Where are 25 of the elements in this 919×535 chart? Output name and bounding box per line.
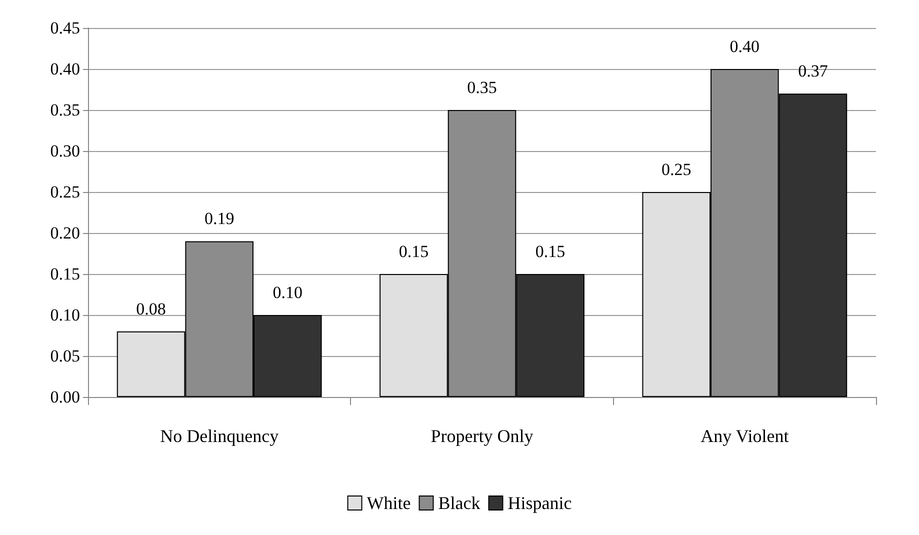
- y-tick-label: 0.20: [50, 224, 80, 242]
- x-tick-label: No Delinquency: [160, 426, 279, 446]
- x-tick-label: Property Only: [430, 426, 534, 446]
- data-label: 0.15: [398, 242, 429, 261]
- y-tick-label: 0.40: [50, 60, 80, 78]
- data-label: 0.15: [535, 242, 566, 261]
- y-tick-label: 0.15: [50, 264, 80, 284]
- legend-label: Hispanic: [508, 493, 572, 513]
- y-tick-label: 0.10: [50, 306, 80, 324]
- y-tick-label: 0.35: [50, 100, 80, 120]
- data-label: 0.40: [730, 37, 760, 56]
- y-tick-label: 0.45: [50, 18, 80, 38]
- y-tick-label: 0.25: [50, 182, 80, 202]
- data-label: 0.37: [798, 62, 828, 81]
- x-tick-label: Any Violent: [700, 426, 789, 446]
- y-tick-label: 0.00: [50, 388, 80, 406]
- legend-label: White: [366, 493, 411, 513]
- data-label: 0.10: [272, 283, 302, 302]
- data-label: 0.08: [136, 299, 166, 318]
- data-label: 0.25: [662, 160, 692, 179]
- y-tick-label: 0.30: [50, 142, 80, 160]
- data-label: 0.35: [467, 78, 497, 97]
- y-tick-label: 0.05: [50, 346, 80, 366]
- legend-label: Black: [438, 493, 480, 513]
- data-label: 0.19: [204, 209, 234, 228]
